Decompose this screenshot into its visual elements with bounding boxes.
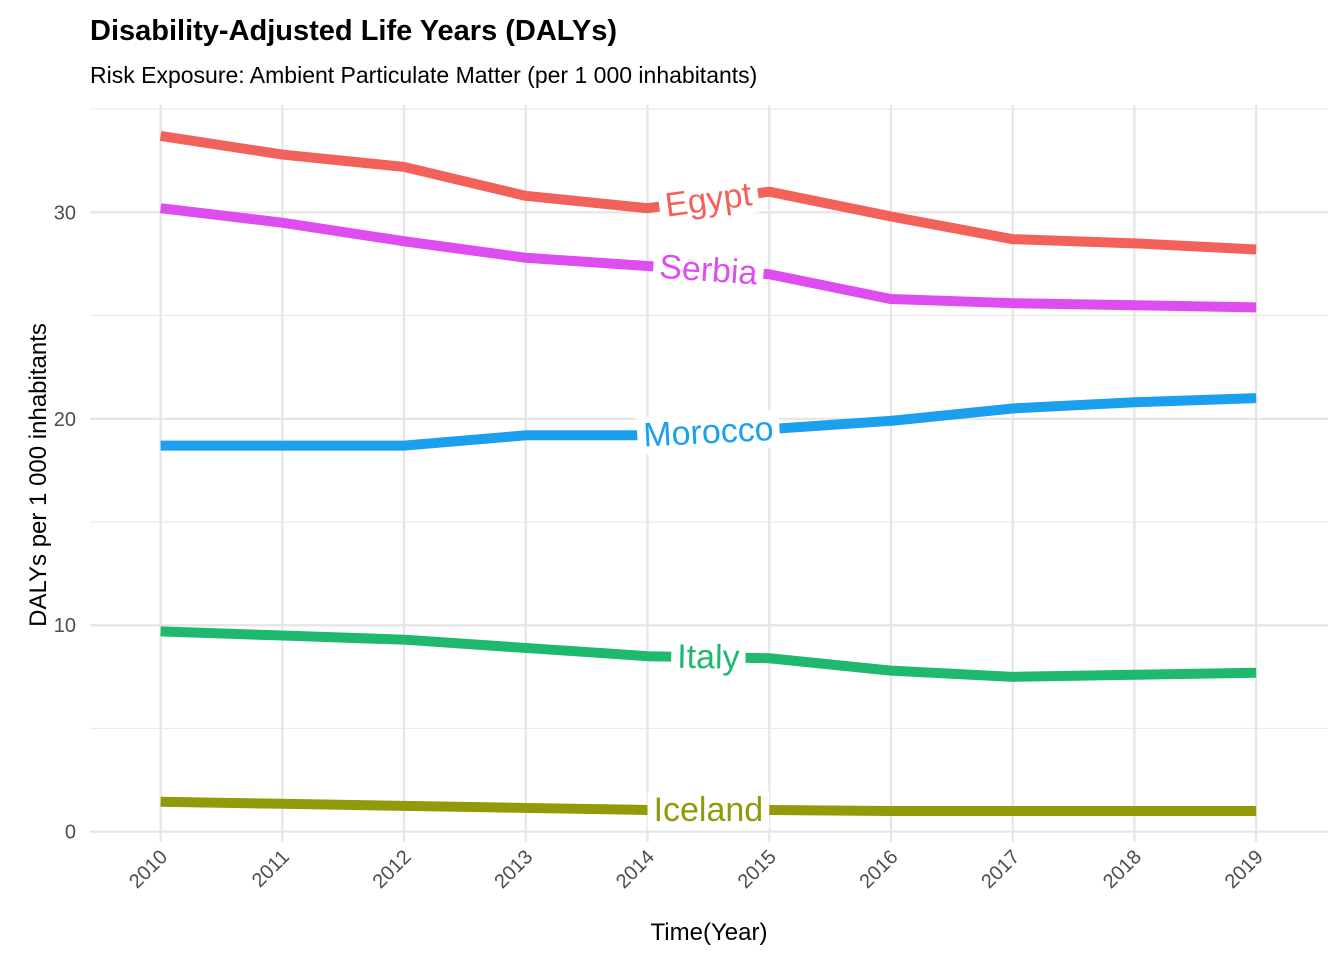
label-background <box>647 791 770 830</box>
x-tick-label: 2015 <box>734 846 781 893</box>
x-axis-label: Time(Year) <box>651 919 768 946</box>
x-tick-label: 2014 <box>612 846 659 893</box>
chart-title: Disability-Adjusted Life Years (DALYs) <box>90 15 617 47</box>
x-tick-label: 2011 <box>248 846 294 892</box>
y-tick-label: 10 <box>54 615 76 637</box>
x-tick-label: 2010 <box>125 846 172 893</box>
series-label: Italy <box>677 638 740 677</box>
y-tick-label: 0 <box>65 822 76 844</box>
x-tick-label: 2018 <box>1099 846 1146 893</box>
label-background <box>652 247 765 293</box>
y-axis-label: DALYs per 1 000 inhabitants <box>25 323 52 627</box>
label-background <box>636 409 781 455</box>
chart-subtitle: Risk Exposure: Ambient Particulate Matte… <box>90 62 757 88</box>
label-background <box>656 174 761 226</box>
y-tick-label: 30 <box>54 202 76 224</box>
label-background <box>670 637 746 677</box>
x-tick-label: 2012 <box>369 846 416 893</box>
x-tick-label: 2019 <box>1221 846 1268 893</box>
x-tick-label: 2013 <box>490 846 537 893</box>
series-label: Egypt <box>663 175 755 224</box>
x-tick-label: 2017 <box>977 846 1024 893</box>
y-tick-label: 20 <box>54 409 76 431</box>
series-label: Morocco <box>642 410 774 455</box>
series-label: Serbia <box>658 248 759 293</box>
x-tick-label: 2016 <box>856 846 903 893</box>
series-label: Iceland <box>654 791 764 829</box>
